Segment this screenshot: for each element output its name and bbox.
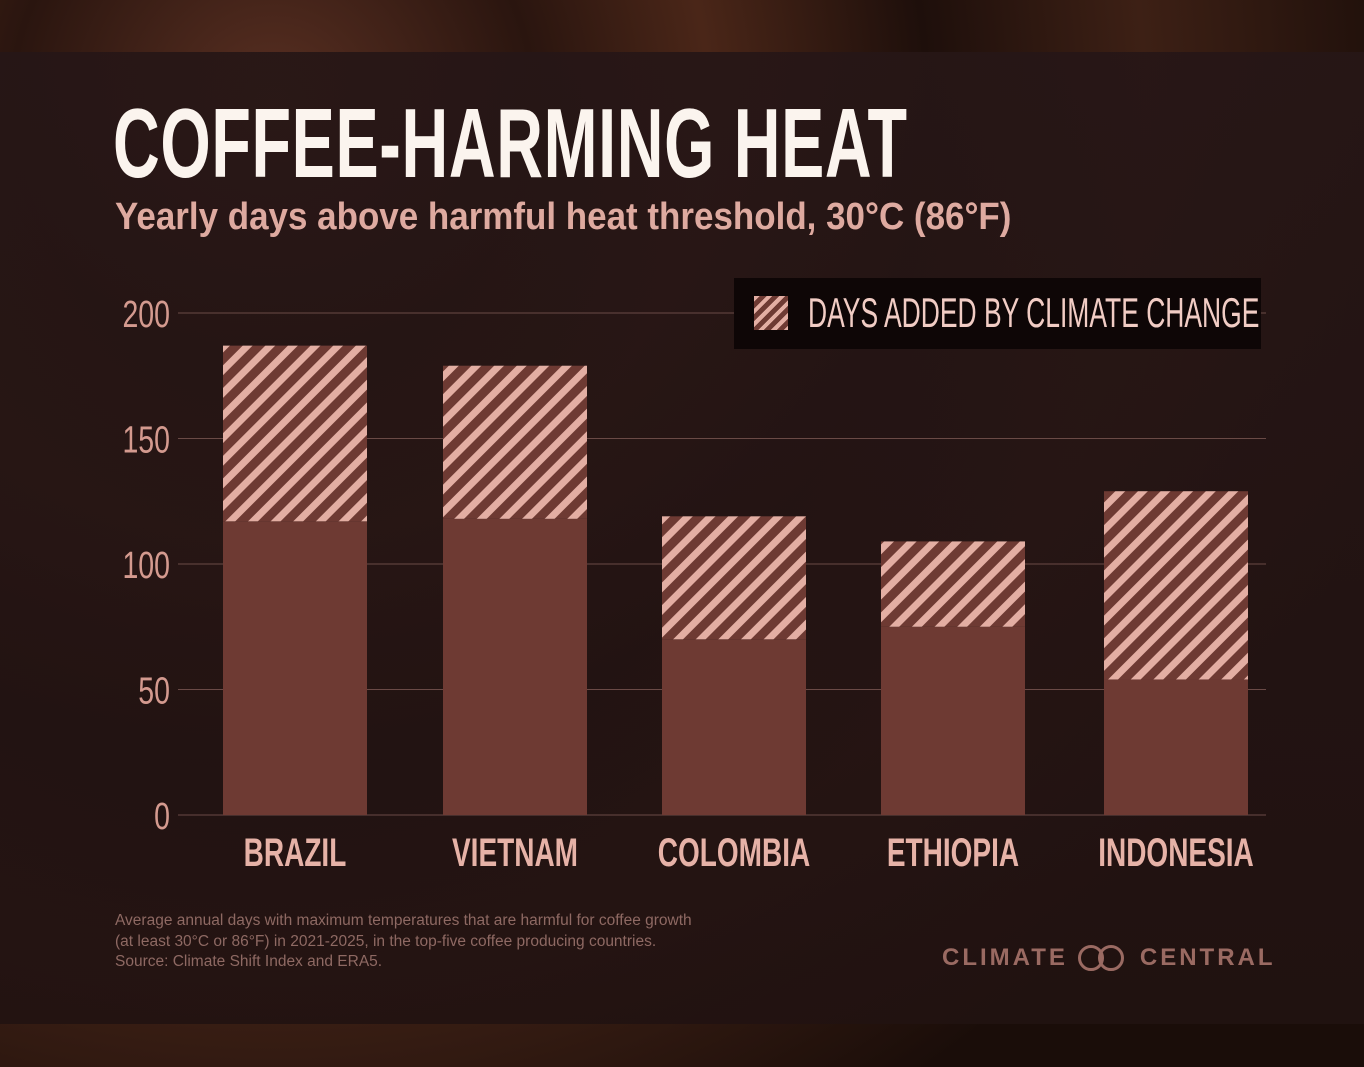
bar-climate-added-vietnam [443,365,587,519]
y-tick-label: 150 [122,420,170,462]
x-category-label: VIETNAM [452,831,578,875]
chart-subtitle: Yearly days above harmful heat threshold… [115,196,1012,238]
footnote-line: (at least 30°C or 86°F) in 2021-2025, in… [115,932,657,950]
x-category-label: COLOMBIA [658,831,810,875]
bar-climate-added-ethiopia [881,541,1025,627]
bar-base-colombia [662,639,806,815]
bar-base-brazil [223,521,367,815]
chart-title: COFFEE-HARMING HEAT [113,88,908,198]
bar-base-ethiopia [881,626,1025,815]
footnote-line: Average annual days with maximum tempera… [115,912,692,929]
footnote: Average annual days with maximum tempera… [115,911,692,973]
y-tick-label: 0 [154,796,170,838]
y-tick-label: 200 [122,294,170,336]
logo-rings-icon [1077,945,1130,971]
footnote-source: Source: Climate Shift Index and ERA5. [115,953,383,970]
bar-climate-added-colombia [662,516,806,640]
bar-climate-added-brazil [223,345,367,522]
bar-base-indonesia [1104,679,1248,815]
y-tick-label: 50 [138,671,170,713]
x-category-label: INDONESIA [1098,831,1254,875]
bar-climate-added-indonesia [1104,491,1248,680]
logo-text-left: CLIMATE [942,944,1068,971]
legend-hatch-swatch [754,296,788,330]
logo-text-right: CENTRAL [1139,944,1276,971]
climate-central-logo: CLIMATE CENTRAL [942,944,1276,972]
bar-base-vietnam [443,518,587,815]
legend-label: DAYS ADDED BY CLIMATE CHANGE [808,289,1260,336]
y-tick-label: 100 [122,545,170,587]
legend: DAYS ADDED BY CLIMATE CHANGE [734,278,1261,349]
x-category-label: ETHIOPIA [887,831,1019,875]
x-category-label: BRAZIL [244,831,347,875]
